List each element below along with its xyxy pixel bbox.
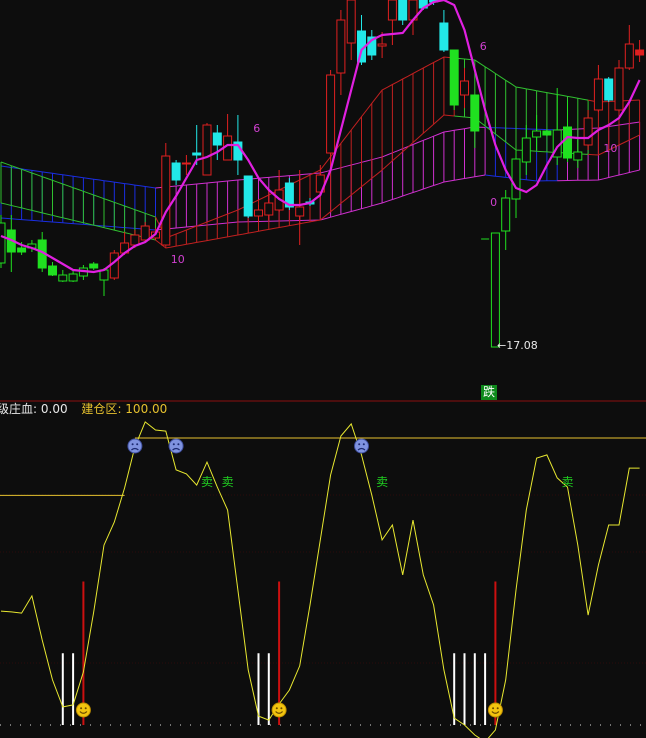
face-eye: [84, 707, 87, 710]
candle-body: [532, 130, 542, 138]
candle-body: [336, 19, 346, 74]
face-eye: [362, 443, 365, 446]
candle-body: [192, 152, 202, 156]
sad-face-icon: [168, 438, 184, 454]
sell-label: 卖: [201, 475, 213, 489]
sad-face-icon: [354, 438, 369, 454]
candle-body: [387, 0, 397, 21]
candle-body: [130, 234, 140, 246]
face-eye: [358, 443, 361, 446]
candle-body: [295, 206, 305, 217]
candle-body: [264, 202, 274, 216]
face-eye: [80, 707, 83, 710]
candle-body: [58, 274, 68, 282]
face-mouth: [172, 447, 180, 451]
legend-item-zhuangxue: 级庄血: 0.00: [0, 402, 68, 416]
candle-body: [17, 247, 27, 253]
cloud-lower-line: [485, 174, 558, 182]
candle-body: [68, 273, 78, 282]
candle-body: [243, 175, 253, 217]
candle-body: [583, 117, 593, 146]
candle-body: [346, 0, 356, 44]
cloud-upper-line: [0, 165, 156, 189]
candle-body: [563, 126, 572, 159]
candle-body: [89, 263, 99, 269]
candle-body: [460, 80, 469, 96]
indicator-legend: 级庄血: 0.00 建仓区: 100.00: [0, 401, 167, 417]
face-eye: [275, 707, 278, 710]
ma-label: 10: [171, 253, 185, 266]
smile-face-icon: [487, 702, 503, 718]
candle-body: [398, 0, 408, 21]
candle-body: [48, 265, 57, 276]
candle-body: [367, 36, 377, 56]
candle-body: [171, 162, 181, 181]
candle-body: [254, 209, 263, 217]
legend-item-build-zone: 建仓区: 100.00: [81, 402, 168, 416]
cloud-upper-line: [485, 126, 558, 131]
candle-body: [604, 78, 614, 101]
sell-label: 卖: [222, 475, 234, 489]
smile-face-icon: [75, 702, 91, 718]
face-mouth: [275, 711, 284, 714]
candle-body: [521, 137, 531, 163]
face-mouth: [131, 447, 139, 451]
face-eye: [136, 443, 139, 446]
candle-body: [439, 22, 449, 51]
ma-label: 10: [603, 142, 617, 155]
candle-body: [181, 162, 191, 165]
ma-label: 6: [253, 122, 260, 135]
candle-body: [140, 225, 150, 241]
face-eye: [280, 707, 283, 710]
candle-body: [573, 151, 583, 161]
candle-body: [377, 43, 387, 47]
candle-body: [449, 49, 459, 106]
candle-body: [614, 67, 624, 111]
face-eye: [492, 707, 495, 710]
sad-face-icon: [127, 438, 143, 454]
candle-body: [212, 132, 222, 146]
cloud-lower-line: [588, 134, 640, 156]
cloud-lower-line: [0, 217, 156, 231]
smile-face-icon: [271, 702, 287, 718]
face-eye: [172, 443, 175, 446]
candle-body: [635, 49, 645, 56]
candle-body: [161, 155, 171, 246]
face-mouth: [491, 711, 500, 714]
cloud-lower-line: [155, 114, 455, 249]
face-eye: [496, 707, 499, 710]
face-mouth: [357, 447, 366, 451]
candle-body: [0, 222, 6, 264]
low-price-label: ←17.08: [497, 339, 538, 352]
sell-label: 卖: [561, 475, 573, 489]
candle-body: [624, 43, 634, 69]
fall-signal-badge: 跌: [481, 385, 497, 400]
face-mouth: [79, 711, 88, 714]
cloud-upper-line: [454, 57, 589, 101]
ma-line: [0, 0, 641, 274]
candle-body: [542, 130, 552, 136]
candle-body: [470, 94, 480, 132]
cloud-upper-line: [0, 161, 156, 218]
candle-body: [284, 182, 294, 208]
candle-body: [511, 158, 521, 200]
ma-label: 6: [480, 40, 487, 53]
candle-body: [202, 124, 212, 176]
ma-label: 0: [490, 196, 497, 209]
zhuangxue-line: [0, 421, 640, 738]
sell-label: 卖: [376, 475, 388, 489]
face-eye: [131, 443, 134, 446]
candle-body: [326, 74, 336, 154]
low-arrow-icon: ←: [497, 339, 507, 352]
candle-body: [490, 232, 500, 348]
candle-body: [501, 197, 511, 232]
cloud-upper-line: [155, 56, 455, 239]
face-eye: [177, 443, 180, 446]
cloud-lower-line: [557, 169, 640, 182]
cloud-lower-line: [0, 202, 156, 241]
candle-body: [593, 78, 603, 111]
